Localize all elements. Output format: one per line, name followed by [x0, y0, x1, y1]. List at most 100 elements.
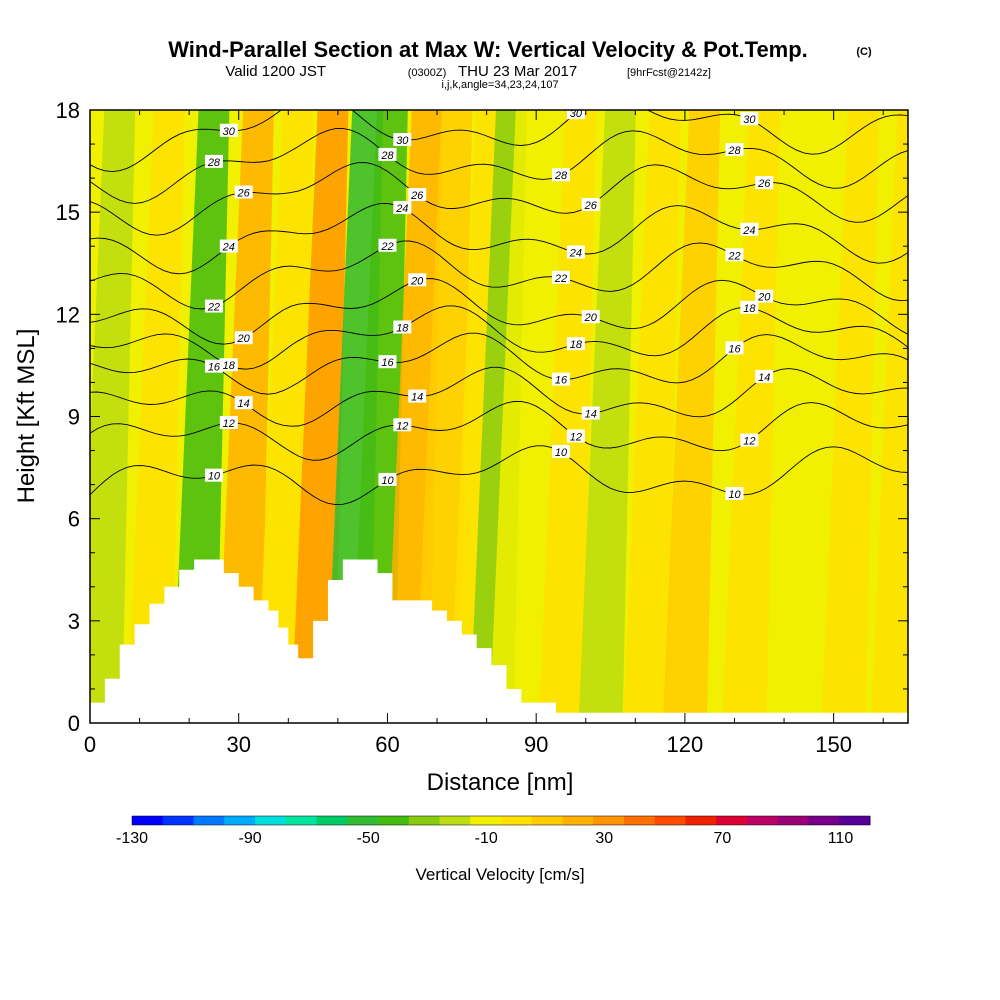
colorbar-tick-label: 30	[595, 830, 613, 847]
colorbar-swatch	[531, 816, 563, 825]
svg-text:20: 20	[757, 292, 771, 304]
colorbar-swatch	[716, 816, 748, 825]
colorbar-swatch	[562, 816, 594, 825]
svg-text:22: 22	[207, 302, 220, 314]
subtitle-valid: Valid 1200 JST	[225, 63, 326, 80]
y-tick-label: 15	[56, 200, 80, 225]
terrain	[90, 559, 908, 723]
subtitle-forecast: [9hrFcst@2142z]	[627, 67, 711, 79]
svg-text:22: 22	[380, 241, 393, 253]
colorbar-tick-label: -50	[357, 830, 380, 847]
svg-text:12: 12	[743, 436, 755, 448]
colorbar	[131, 815, 871, 826]
colorbar-swatch	[162, 816, 194, 825]
isentrope-line	[90, 332, 908, 395]
velocity-band	[216, 110, 274, 723]
colorbar-tick-label: 110	[828, 830, 854, 847]
contour-label: 28	[725, 143, 744, 157]
x-tick-label: 0	[84, 732, 96, 757]
y-tick-label: 12	[56, 302, 80, 327]
svg-text:12: 12	[223, 418, 235, 430]
contour-label: 12	[740, 433, 759, 448]
subtitle-indices: i,j,k,angle=34,23,24,107	[441, 79, 558, 91]
contour-label: 24	[393, 200, 412, 215]
contour-label: 18	[566, 337, 585, 351]
colorbar-swatch	[347, 816, 379, 825]
x-tick-label: 120	[667, 732, 704, 757]
colorbar-swatch	[408, 816, 440, 825]
velocity-band	[90, 110, 136, 723]
contour-label: 26	[408, 188, 427, 202]
svg-text:20: 20	[410, 275, 424, 287]
svg-text:26: 26	[410, 190, 424, 202]
velocity-band	[722, 110, 780, 723]
x-tick-label: 60	[375, 732, 399, 757]
contour-label: 14	[755, 369, 774, 384]
svg-text:10: 10	[728, 489, 741, 501]
colorbar-swatch	[808, 816, 840, 825]
colorbar-label: Vertical Velocity [cm/s]	[415, 865, 584, 884]
contour-label: 12	[219, 415, 238, 430]
contour-label: 20	[581, 310, 600, 324]
colorbar-swatch	[501, 816, 533, 825]
svg-text:22: 22	[554, 273, 567, 285]
contour-label: 18	[219, 358, 238, 372]
svg-text:18: 18	[396, 323, 409, 335]
svg-text:30: 30	[223, 126, 236, 138]
svg-text:30: 30	[743, 114, 756, 126]
contour-label: 16	[551, 372, 570, 387]
svg-text:24: 24	[395, 203, 408, 215]
subtitle-zulu: (0300Z)	[408, 67, 447, 79]
subtitle-date: THU 23 Mar 2017	[458, 63, 577, 80]
contour-label: 26	[234, 185, 253, 200]
contour-label: 10	[725, 487, 744, 501]
chart-title: Wind-Parallel Section at Max W: Vertical…	[168, 37, 808, 62]
contour-label: 30	[740, 112, 759, 126]
colorbar-tick-label: -10	[475, 830, 498, 847]
contour-label: 10	[378, 472, 397, 487]
colorbar-tick-label: -90	[239, 830, 262, 847]
y-tick-label: 9	[68, 405, 80, 430]
svg-text:18: 18	[743, 303, 756, 315]
svg-text:14: 14	[411, 392, 423, 404]
colorbar-swatch	[470, 816, 502, 825]
colorbar-swatch	[132, 816, 164, 825]
contour-label: 14	[408, 389, 427, 404]
velocity-band	[127, 110, 185, 723]
contour-label: 18	[740, 300, 759, 315]
contour-label: 28	[204, 154, 223, 169]
svg-text:12: 12	[396, 420, 408, 432]
svg-text:28: 28	[207, 157, 221, 169]
velocity-band	[771, 110, 830, 723]
svg-text:30: 30	[570, 108, 583, 120]
colorbar-tick-label: -130	[116, 830, 148, 847]
x-tick-label: 90	[524, 732, 548, 757]
contour-label: 24	[740, 222, 759, 237]
svg-text:10: 10	[555, 447, 568, 459]
svg-text:16: 16	[555, 375, 568, 387]
velocity-band	[538, 110, 597, 723]
svg-text:18: 18	[570, 339, 583, 351]
colorbar-swatch	[255, 816, 287, 825]
contour-label: 20	[408, 273, 427, 287]
y-tick-label: 18	[56, 98, 80, 123]
contour-label: 12	[393, 418, 412, 432]
colorbar-swatch	[285, 816, 317, 825]
svg-text:24: 24	[569, 248, 582, 260]
svg-text:20: 20	[584, 312, 598, 324]
colorbar-swatch	[316, 816, 348, 825]
svg-text:22: 22	[727, 250, 740, 262]
isentrope-line	[90, 240, 908, 310]
colorbar-tick-label: 70	[714, 830, 732, 847]
svg-text:26: 26	[237, 188, 251, 200]
colorbar-swatch	[747, 816, 779, 825]
contour-label: 18	[393, 320, 412, 335]
y-tick-label: 0	[68, 711, 80, 736]
svg-text:24: 24	[742, 225, 755, 237]
contour-label: 24	[219, 239, 238, 254]
contour-label: 30	[393, 132, 412, 147]
colorbar-swatch	[777, 816, 809, 825]
contour-label: 24	[566, 245, 585, 260]
svg-text:12: 12	[570, 431, 582, 443]
